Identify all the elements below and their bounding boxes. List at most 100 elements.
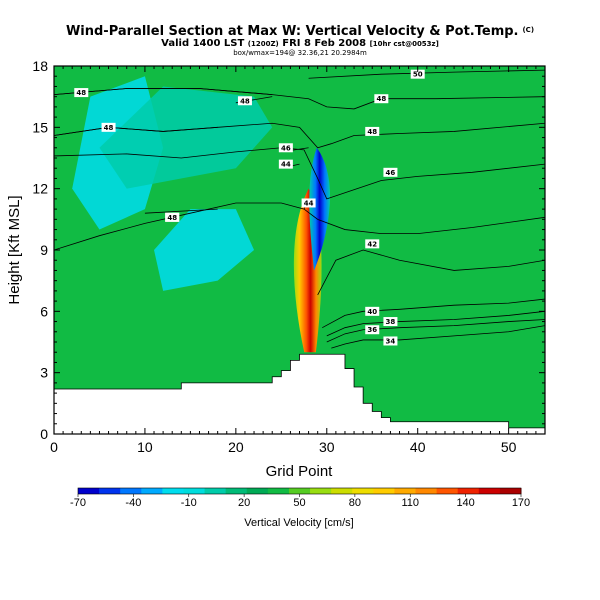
colorbar-swatch [225,488,248,494]
colorbar-swatch [394,488,417,494]
contour-label-bg [383,167,398,177]
colorbar-swatch [436,488,459,494]
contour-label: 44 [304,199,314,207]
colorbar-swatch [288,488,311,494]
velocity-field: 3436384042444648484848504844484644 [54,66,545,434]
colorbar-label: 20 [238,497,250,509]
contour-label: 48 [104,124,114,132]
colorbar: -70 -40 -10 20 50 80 110 140 170 [70,487,530,509]
y-tick-label: 9 [40,242,48,258]
plot-area: 3436384042444648484848504844484644 [54,66,545,434]
contour-label-bg [301,198,316,208]
x-tick-label: 50 [501,439,517,455]
contour-label-bg [74,88,89,98]
theta-contour-line [317,249,545,296]
theta-contour-line [331,325,545,349]
y-tick-label: 12 [32,181,48,197]
contour-label-bg [365,126,380,136]
contour-label-bg [383,317,398,327]
theta-contour-line [54,88,273,96]
colorbar-swatch [141,488,163,494]
contour-label-bg [365,325,380,335]
velocity-zone [99,86,273,189]
y-tick-label: 3 [40,365,48,381]
theta-contour-line [144,208,218,214]
colorbar-swatch [499,488,522,494]
contour-label: 38 [386,318,396,326]
colorbar-swatch [246,488,269,494]
y-tick-label: 0 [40,426,48,442]
y-axis-label: Height [Kft MSL] [6,195,23,304]
velocity-zone [154,209,255,291]
colorbar-label: -10 [181,497,197,509]
colorbar-swatch [457,488,480,494]
colorbar-swatch [352,488,374,494]
theta-contour-line [322,298,545,329]
contour-label: 34 [386,337,396,345]
contour-label: 48 [240,97,250,105]
colorbar-label: -40 [125,497,141,509]
chart-subtitle: Valid 1400 LST (1200Z) FRI 8 Feb 2008 [1… [161,38,439,49]
x-tick-label: 40 [410,439,426,455]
x-tick-label: 10 [137,439,153,455]
contour-label-bg [237,96,252,106]
colorbar-swatch [162,488,184,494]
theta-contour-line [54,202,545,251]
contour-label: 46 [281,144,291,152]
colorbar-swatch [310,488,332,494]
chart-title: Wind-Parallel Section at Max W: Vertical… [66,24,534,39]
theta-contour-line [326,319,545,343]
x-axis-label: Grid Point [266,463,334,480]
y-tick-label: 15 [32,119,48,135]
contour-label-bg [410,69,425,79]
downdraft-column [309,147,331,271]
contour-label: 48 [167,214,177,222]
contour-label-bg [383,336,398,346]
colorbar-label: 140 [456,497,474,509]
colorbar-swatch [478,488,501,494]
chart-title-mark: (C) [522,26,534,34]
x-tick-label: 0 [50,439,58,455]
colorbar-label: 110 [401,497,419,509]
colorbar-swatch [78,488,100,494]
contour-label-bg [365,306,380,316]
contour-label-bg [165,212,180,222]
contour-label-bg [374,94,389,104]
y-tick-label: 18 [32,58,48,74]
x-tick-label: 30 [319,439,335,455]
contour-label: 42 [367,240,377,248]
colorbar-label: 170 [512,497,530,509]
contour-label-bg [365,239,380,249]
x-tick-label: 20 [228,439,244,455]
contour-label-bg [278,159,293,169]
colorbar-label: -70 [70,497,86,509]
terrain [54,353,545,434]
colorbar-swatch [120,488,142,494]
theta-contour-line [54,126,218,136]
y-tick-label: 6 [40,303,48,319]
contour-labels: 3436384042444648484848504844484644 [74,69,425,346]
contour-label: 40 [367,308,377,316]
colorbar-swatch [204,488,227,494]
theta-contour-line [54,147,545,200]
contour-label-bg [278,143,293,153]
colorbar-swatch [331,488,353,494]
contour-label-bg [101,122,116,132]
colorbar-label: 80 [349,497,361,509]
contour-label: 48 [367,128,377,136]
contour-label: 48 [76,89,86,97]
colorbar-swatch [415,488,438,494]
contour-label: 44 [281,161,291,169]
theta-contours [54,69,545,349]
contour-label: 48 [376,95,386,103]
colorbar-label: 50 [293,497,305,509]
contour-label: 46 [386,169,396,177]
contour-label: 36 [367,326,377,334]
colorbar-swatch [183,488,206,494]
colorbar-title: Vertical Velocity [cm/s] [244,517,353,529]
contour-label: 50 [413,71,423,79]
chart-subtitle-2: box/wmax=194@ 32.36,21 20.2984m [233,49,367,57]
colorbar-swatch [373,488,395,494]
